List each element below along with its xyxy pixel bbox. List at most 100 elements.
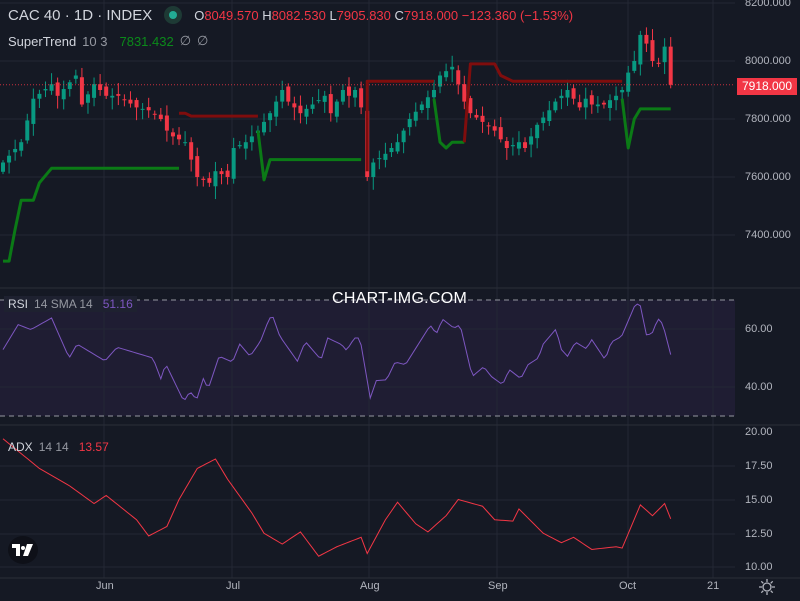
candle-body (577, 102, 582, 108)
candle-body (438, 75, 443, 87)
candle-body (164, 115, 169, 131)
settings-gear-icon[interactable] (758, 578, 776, 596)
candle-body (189, 142, 194, 160)
supertrend-down-line (179, 111, 258, 118)
candle-body (13, 148, 18, 153)
candle-body (383, 153, 388, 160)
candle-body (377, 158, 382, 160)
candle-body (207, 178, 212, 183)
candle-body (601, 102, 606, 105)
watermark: CHART-IMG.COM (332, 290, 468, 307)
candle-body (450, 66, 455, 70)
market-status-icon (164, 6, 183, 24)
candle-body (43, 89, 48, 91)
rsi-value: 51.16 (102, 297, 133, 311)
adx-name: ADX (8, 440, 33, 454)
symbol-legend: CAC 40 · 1D · INDEX O8049.570 H8082.530 … (8, 6, 573, 24)
high-label: H (262, 7, 272, 23)
candle-body (55, 82, 60, 96)
adx-tick: 12.50 (745, 528, 773, 540)
supertrend-na-1: ∅ (179, 33, 192, 48)
candle-body (407, 119, 412, 128)
price-tick: 7600.000 (745, 171, 791, 183)
rsi-band (0, 300, 735, 416)
candle-body (571, 88, 576, 99)
rsi-legend[interactable]: RSI 14 SMA 14 51.16 (4, 296, 137, 312)
supertrend-name: SuperTrend (8, 33, 77, 49)
rsi-tick: 60.00 (745, 323, 773, 335)
candle-body (547, 110, 552, 122)
candle-body (431, 90, 436, 98)
candle-body (67, 82, 72, 90)
candle-body (668, 46, 673, 85)
candle-body (401, 130, 406, 143)
adx-tick: 20.00 (745, 426, 773, 438)
open-label: O (194, 7, 205, 23)
candle-body (535, 124, 540, 139)
candle-body (353, 90, 358, 98)
rsi-params: 14 SMA 14 (34, 297, 93, 311)
candle-body (116, 94, 121, 96)
price-tick: 8000.000 (745, 55, 791, 67)
candle-body (37, 93, 42, 99)
adx-line (2, 438, 672, 557)
open-value: 8049.570 (204, 7, 259, 23)
candle-body (468, 98, 473, 114)
candle-body (504, 141, 509, 148)
candle-body (262, 121, 267, 133)
candle-body (49, 84, 54, 91)
candle-body (510, 145, 515, 147)
time-tick: Oct (619, 580, 637, 592)
candle-body (486, 125, 491, 127)
symbol-title[interactable]: CAC 40 · 1D · INDEX (8, 6, 153, 24)
candle-body (583, 98, 588, 108)
adx-legend[interactable]: ADX 14 14 13.57 (8, 440, 109, 454)
candle-body (529, 136, 534, 145)
adx-params: 14 14 (38, 440, 69, 454)
candle-body (425, 97, 430, 108)
candle-body (419, 104, 424, 111)
candle-body (595, 104, 600, 107)
candle-body (346, 86, 351, 96)
price-tick: 7400.000 (745, 229, 791, 241)
candle-body (553, 101, 558, 111)
supertrend-value: 7831.432 (119, 33, 174, 49)
candle-body (334, 101, 339, 117)
candle-body (644, 34, 649, 44)
close-value: 7918.000 (403, 7, 459, 23)
time-tick: Jun (96, 580, 114, 592)
adx-tick: 15.00 (745, 494, 773, 506)
supertrend-up-line (620, 98, 671, 150)
candle-body (195, 156, 200, 177)
candle-body (225, 170, 230, 177)
time-tick: Sep (488, 580, 508, 592)
candle-body (626, 72, 631, 92)
candle-body (110, 95, 115, 98)
candle-body (298, 105, 303, 114)
candle-body (19, 142, 24, 151)
last-price-tag: 7918.000 (737, 78, 797, 95)
candle-body (286, 86, 291, 102)
candle-body (98, 84, 103, 90)
candle-body (213, 171, 218, 187)
supertrend-params: 10 3 (82, 33, 108, 49)
rsi-line (2, 303, 672, 401)
candle-body (122, 99, 127, 101)
low-value: 7905.830 (336, 7, 391, 23)
candle-body (492, 126, 497, 131)
candle-body (268, 113, 273, 121)
candle-body (201, 178, 206, 180)
candle-body (73, 75, 78, 79)
supertrend-legend[interactable]: SuperTrend 10 3 7831.432 ∅ ∅ (8, 33, 208, 49)
adx-tick: 10.00 (745, 561, 773, 573)
candle-body (231, 148, 236, 179)
candle-body (310, 104, 315, 109)
candle-body (322, 95, 327, 102)
candle-body (177, 134, 182, 140)
candle-body (516, 142, 521, 149)
change-value: −123.360 (−1.53%) (461, 7, 574, 23)
candle-body (1, 162, 5, 172)
tradingview-logo-icon[interactable] (8, 536, 38, 564)
candle-body (146, 107, 151, 111)
